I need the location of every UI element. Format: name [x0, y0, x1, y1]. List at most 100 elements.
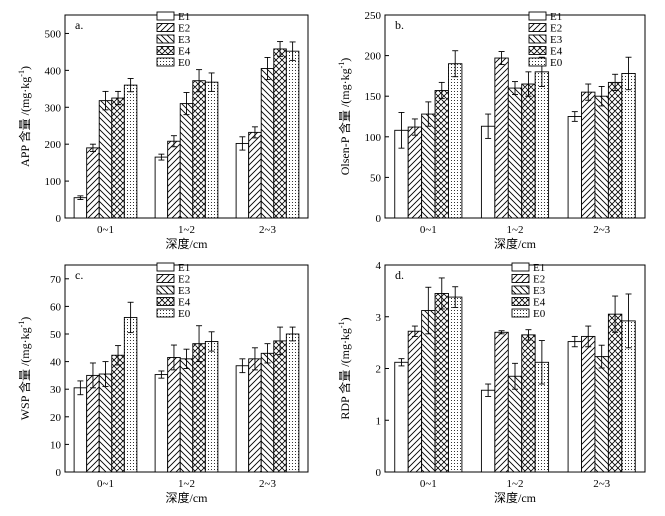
- y-axis-title-main: WSP 含量 /(mg·kg: [17, 327, 32, 420]
- bar-e3-2: [507, 375, 523, 473]
- y-tick-label: 0: [376, 213, 382, 225]
- x-tick-label: 1~2: [507, 224, 524, 236]
- y-tick-label: 100: [365, 132, 382, 144]
- y-tick-label: 300: [45, 102, 62, 114]
- bar-e0-1: [448, 63, 463, 219]
- x-tick-label: 1~2: [507, 478, 524, 490]
- bar-e3-3: [594, 95, 609, 219]
- y-tick-label: 40: [50, 357, 62, 369]
- bar-e3-1: [98, 373, 113, 473]
- y-axis-title-tail: ): [338, 58, 352, 62]
- chart-panel-4: 0 1 2 3 4 0~1 1~2 2~3 d. 深度/cm RDP 含量 /(mg·kg-1) E1…: [337, 260, 646, 505]
- bar-e4-2: [192, 343, 206, 473]
- bar-e2-3: [248, 358, 262, 473]
- bar-e3-2: [179, 103, 194, 219]
- y-tick-label: 10: [50, 439, 62, 451]
- bar-e0-3: [285, 50, 300, 219]
- chart-panel-2: 0 50 100 150 200 250 0~1 1~2 2~3 b. 深度/cm Olsen-P 含…: [337, 10, 646, 251]
- y-axis-title: Olsen-P 含量 /(mg·kg-1): [337, 58, 352, 176]
- bar-e0-3: [285, 333, 300, 473]
- legend-label-e4: E4: [178, 46, 191, 58]
- bar-e2-2: [167, 357, 181, 473]
- bar-e4-2: [521, 83, 536, 219]
- bar-e3-1: [98, 100, 113, 219]
- x-tick-label: 0~1: [420, 478, 437, 490]
- legend-swatch-e2: [511, 274, 530, 283]
- y-tick-label: 2: [376, 364, 382, 376]
- y-axis-title-sup: -1: [17, 70, 26, 77]
- x-axis-title: 深度/cm: [166, 490, 209, 505]
- y-tick-label: 30: [50, 384, 62, 396]
- bar-e1-1: [394, 361, 409, 473]
- legend-swatch-e1: [511, 262, 530, 272]
- bar-e4-2: [521, 334, 536, 473]
- bar-e1-3: [567, 341, 582, 473]
- bar-e0-1: [123, 316, 138, 473]
- bar-e3-2: [179, 358, 194, 473]
- bar-e1-3: [235, 142, 250, 219]
- x-tick-label: 2~3: [593, 478, 610, 490]
- chart-panel-3: 0 10 20 30 40 50 60 70 0~1 1~2 2~3 c. 深度/cm WSP 含量 /(…: [17, 262, 309, 505]
- y-axis-title-sup: -1: [337, 62, 346, 69]
- y-tick-label: 150: [365, 91, 382, 103]
- y-axis-title: WSP 含量 /(mg·kg-1): [17, 317, 32, 421]
- bar-e1-2: [480, 389, 496, 473]
- bar-e2-3: [581, 91, 596, 219]
- x-tick-label: 2~3: [259, 478, 276, 490]
- bar-e1-3: [235, 365, 250, 473]
- y-tick-label: 1: [376, 415, 382, 427]
- bar-e2-1: [86, 147, 100, 219]
- legend-swatch-e3: [511, 285, 530, 295]
- legend-swatch-e4: [156, 297, 175, 306]
- bar-e0-3: [621, 73, 636, 219]
- panel-label: b.: [395, 18, 404, 32]
- y-tick-label: 500: [45, 28, 62, 40]
- x-tick-label: 2~3: [593, 224, 610, 236]
- bar-e0-2: [204, 341, 219, 473]
- y-tick-label: 0: [56, 213, 62, 225]
- bar-e2-2: [494, 57, 509, 219]
- bar-e0-1: [123, 84, 138, 219]
- legend-swatch-e0: [528, 57, 547, 67]
- bar-e3-3: [594, 356, 609, 473]
- x-tick-label: 0~1: [97, 478, 114, 490]
- legend-label-e1: E1: [533, 262, 545, 274]
- y-axis-title-main: Olsen-P 含量 /(mg·kg: [337, 68, 352, 175]
- legend-label-e3: E3: [178, 34, 191, 46]
- bar-e3-3: [260, 352, 275, 473]
- legend-swatch-e0: [511, 308, 530, 318]
- legend-label-e4: E4: [533, 297, 546, 309]
- bar-e2-3: [248, 131, 262, 219]
- legend-swatch-e2: [528, 23, 547, 32]
- bar-e2-2: [167, 140, 181, 219]
- y-tick-label: 50: [50, 329, 62, 341]
- x-tick-label: 0~1: [97, 224, 114, 236]
- bar-e1-1: [73, 197, 88, 219]
- bar-e4-1: [434, 90, 449, 219]
- legend-label-e2: E2: [533, 274, 545, 286]
- x-tick-label: 2~3: [259, 224, 276, 236]
- legend-label-e4: E4: [178, 297, 191, 309]
- y-tick-label: 100: [45, 176, 62, 188]
- legend-swatch-e4: [156, 46, 175, 55]
- y-tick-label: 70: [50, 274, 62, 286]
- legend-swatch-e2: [156, 23, 175, 32]
- panel-label: c.: [75, 268, 83, 282]
- legend-label-e3: E3: [178, 285, 191, 297]
- legend-swatch-e3: [156, 34, 175, 44]
- bar-e0-2: [534, 71, 550, 219]
- bar-e4-2: [192, 80, 206, 219]
- legend-label-e1: E1: [550, 11, 562, 23]
- legend-swatch-e4: [511, 297, 530, 306]
- bar-e4-3: [273, 48, 287, 219]
- bar-e3-3: [260, 68, 275, 219]
- bar-e1-2: [154, 374, 169, 473]
- legend-label-e3: E3: [533, 285, 546, 297]
- chart-panel-1: 0 100 200 300 400 500 0~1 1~2 2~3 a. 深度/cm APP 含量 /…: [17, 11, 309, 251]
- y-axis-title-sup: -1: [17, 321, 26, 328]
- y-tick-label: 400: [45, 65, 62, 77]
- y-axis-title: APP 含量 /(mg·kg-1): [17, 66, 32, 167]
